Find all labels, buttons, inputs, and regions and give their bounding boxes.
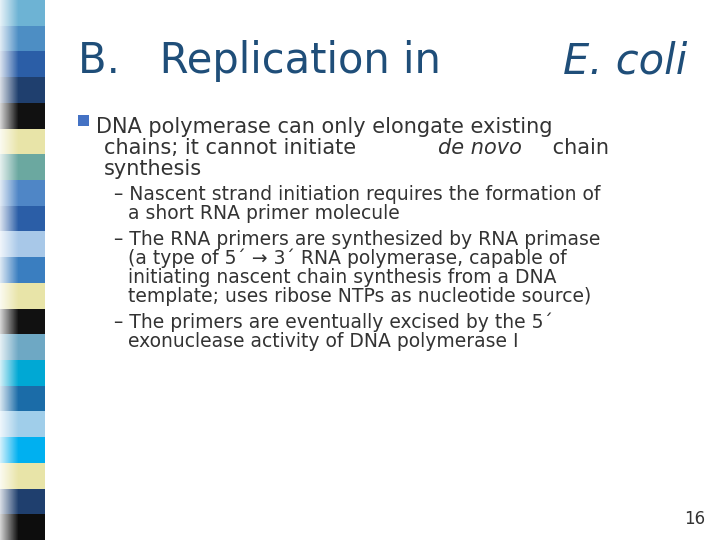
Bar <box>0 514 45 540</box>
Bar <box>14 0 15 540</box>
Bar <box>5 0 6 540</box>
Text: initiating nascent chain synthesis from a DNA: initiating nascent chain synthesis from … <box>128 268 557 287</box>
Bar <box>8 0 9 540</box>
Text: template; uses ribose NTPs as nucleotide source): template; uses ribose NTPs as nucleotide… <box>128 287 591 306</box>
Bar <box>0 154 45 180</box>
Text: de novo: de novo <box>438 138 522 158</box>
Text: – The RNA primers are synthesized by RNA primase: – The RNA primers are synthesized by RNA… <box>114 230 600 249</box>
Bar <box>13 0 14 540</box>
Bar <box>0 283 45 308</box>
Bar <box>0 180 45 206</box>
Bar <box>16 0 17 540</box>
Bar <box>6 0 7 540</box>
Bar <box>0 411 45 437</box>
Text: (a type of 5´ → 3´ RNA polymerase, capable of: (a type of 5´ → 3´ RNA polymerase, capab… <box>128 249 567 268</box>
Text: – The primers are eventually excised by the 5´: – The primers are eventually excised by … <box>114 313 553 333</box>
Bar <box>3 0 4 540</box>
Bar <box>0 308 45 334</box>
Bar <box>9 0 10 540</box>
Bar <box>12 0 13 540</box>
Bar <box>17 0 18 540</box>
Bar <box>0 437 45 463</box>
Bar <box>10 0 11 540</box>
Bar <box>0 129 45 154</box>
Text: chains; it cannot initiate: chains; it cannot initiate <box>104 138 363 158</box>
Bar <box>0 0 1 540</box>
Text: exonuclease activity of DNA polymerase I: exonuclease activity of DNA polymerase I <box>128 332 518 351</box>
Text: DNA polymerase can only elongate existing: DNA polymerase can only elongate existin… <box>96 117 552 137</box>
Bar <box>0 26 45 51</box>
Bar <box>0 360 45 386</box>
Text: chains; it cannot initiate: chains; it cannot initiate <box>104 138 363 158</box>
Bar <box>0 103 45 129</box>
Text: – Nascent strand initiation requires the formation of: – Nascent strand initiation requires the… <box>114 185 600 204</box>
Bar <box>0 489 45 514</box>
Bar <box>0 51 45 77</box>
Bar <box>4 0 5 540</box>
Bar <box>2 0 3 540</box>
Bar <box>0 206 45 232</box>
Bar <box>11 0 12 540</box>
Bar <box>0 0 45 26</box>
Bar <box>0 334 45 360</box>
Bar <box>1 0 2 540</box>
Text: B.   Replication in: B. Replication in <box>78 40 454 82</box>
Bar <box>78 115 89 126</box>
Bar <box>0 77 45 103</box>
Bar <box>0 232 45 257</box>
Text: 16: 16 <box>684 510 705 528</box>
Bar <box>0 386 45 411</box>
Bar <box>7 0 8 540</box>
Text: E. coli: E. coli <box>563 40 688 82</box>
Text: synthesis: synthesis <box>104 159 202 179</box>
Bar <box>0 257 45 283</box>
Bar <box>0 463 45 489</box>
Text: a short RNA primer molecule: a short RNA primer molecule <box>128 204 400 223</box>
Bar <box>15 0 16 540</box>
Text: chain: chain <box>546 138 609 158</box>
